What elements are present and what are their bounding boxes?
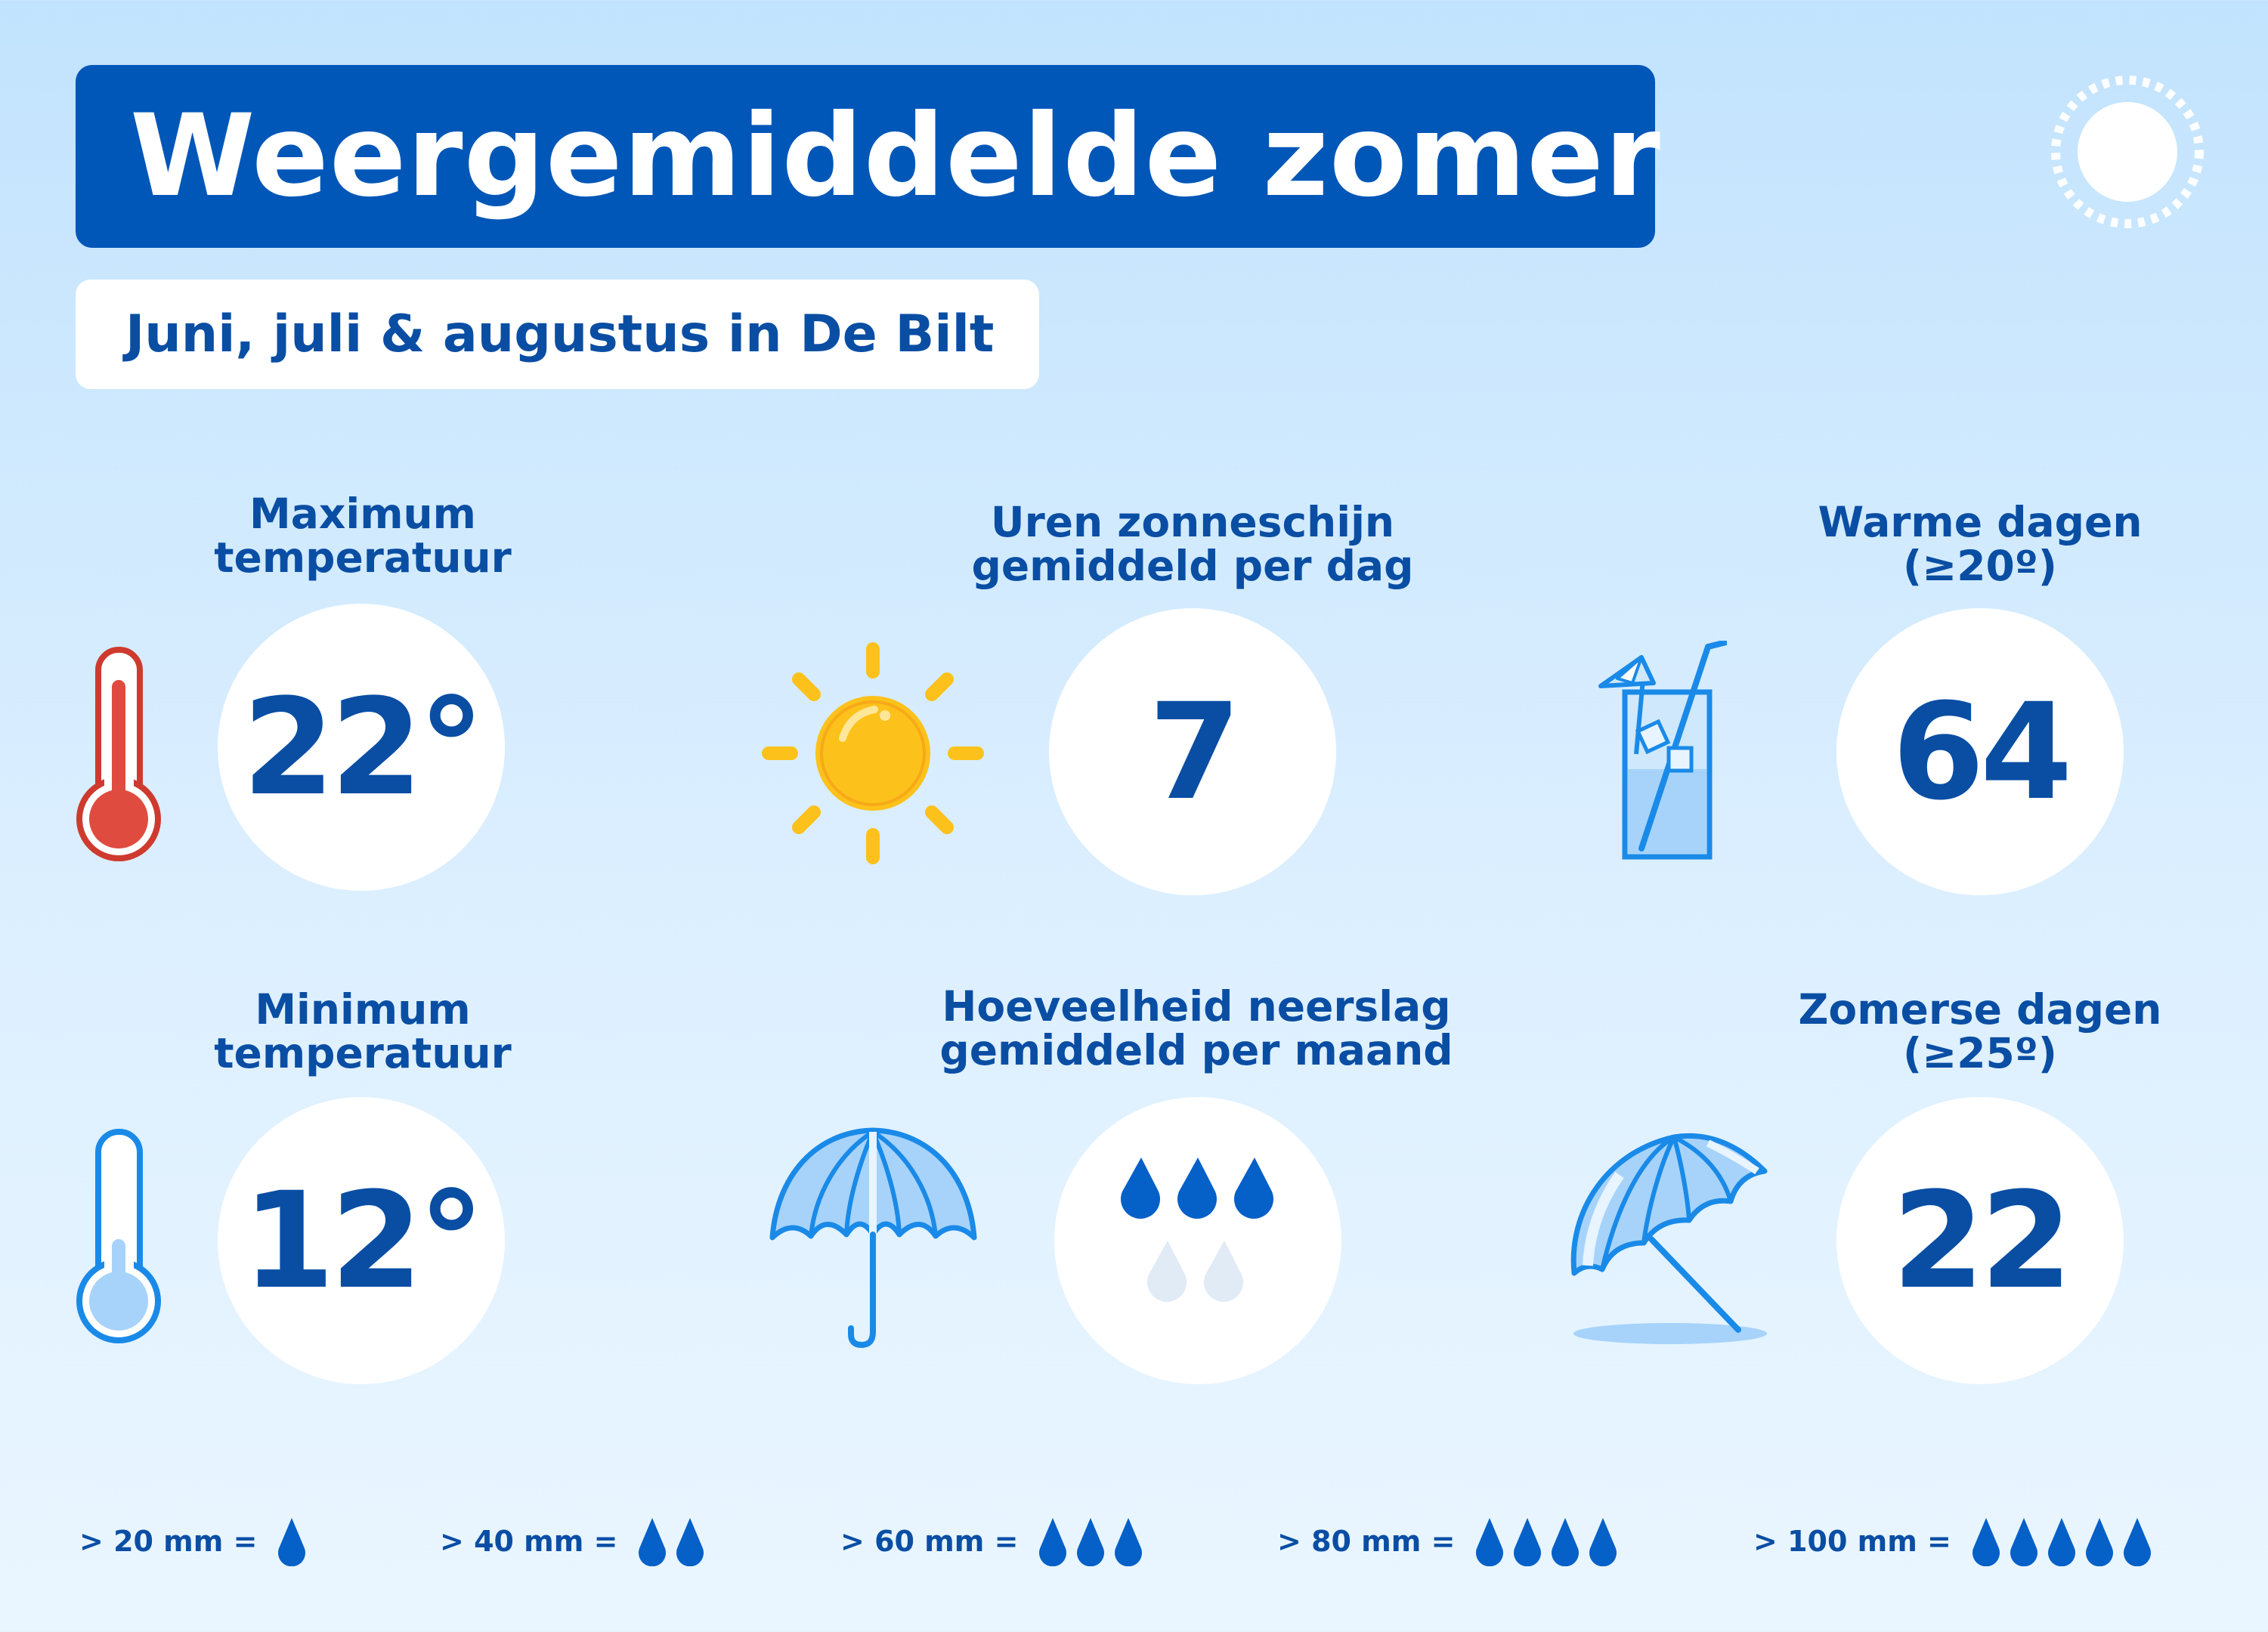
raindrop-icon [1121,1158,1160,1219]
summer-days-value: 22 [1892,1163,2073,1318]
raindrop-icon [1147,1241,1187,1302]
thermometer-blue-icon [76,1129,161,1343]
sun-outline-icon [2051,76,2204,228]
raindrop-icon [2047,1518,2075,1566]
raindrop-icon [1039,1518,1067,1566]
umbrella-icon [769,1127,977,1349]
max-temp-label: Maximum temperatuur [214,490,512,582]
raindrop-icon [1234,1158,1273,1219]
raindrop-icon [1514,1518,1542,1566]
precipitation-circle [1054,1097,1341,1384]
raindrop-icon [639,1518,667,1566]
warm-days-label: Warme dagen (≥20º) [1818,498,2143,590]
drink-glass-icon [1598,641,1727,860]
summer-days-circle: 22 [1836,1097,2124,1384]
min-temp-value: 12° [242,1163,485,1318]
legend-item: > 80 mm = [1277,1500,1620,1583]
sunshine-label: Uren zonneschijn gemiddeld per dag [971,498,1414,590]
max-temp-circle: 22° [218,604,505,891]
precipitation-label: Hoeveelheid neerslag gemiddeld per maand [939,982,1453,1074]
warm-days-circle: 64 [1836,608,2124,895]
raindrop-icon [1972,1518,2000,1566]
min-temp-circle: 12° [218,1097,505,1384]
raindrop-icon [1177,1158,1217,1219]
summer-days-label: Zomerse dagen (≥25º) [1798,985,2162,1077]
raindrop-icon [1115,1518,1143,1566]
raindrop-icon [1204,1241,1243,1302]
raindrop-icon [1552,1518,1580,1566]
min-temp-label: Minimum temperatuur [214,985,512,1077]
raindrop-icon [2085,1518,2113,1566]
raindrop-icon-group [1121,1158,1273,1302]
raindrop-icon [1476,1518,1504,1566]
raindrop-icon [278,1518,306,1566]
raindrop-icon [2123,1518,2151,1566]
legend-item: > 40 mm = [440,1500,707,1583]
subtitle-banner: Juni, juli & augustus in De Bilt [76,280,1039,389]
max-temp-value: 22° [242,669,485,825]
legend-item: > 100 mm = [1753,1500,2154,1583]
title-banner: Weergemiddelde zomer [76,65,1660,248]
raindrop-icon [1589,1518,1617,1566]
raindrop-icon [2010,1518,2037,1566]
legend-item: > 20 mm = [79,1500,307,1583]
warm-days-value: 64 [1892,674,2073,830]
sunshine-value: 7 [1148,674,1241,830]
legend-item: > 60 mm = [840,1500,1145,1583]
thermometer-red-icon [76,647,161,861]
sun-icon [762,642,984,864]
sunshine-circle: 7 [1049,608,1336,895]
beach-umbrella-icon [1570,1133,1768,1344]
raindrop-icon [1077,1518,1105,1566]
raindrop-icon [676,1518,704,1566]
page-subtitle: Juni, juli & augustus in De Bilt [125,304,995,364]
page-title: Weergemiddelde zomer [130,91,1661,222]
